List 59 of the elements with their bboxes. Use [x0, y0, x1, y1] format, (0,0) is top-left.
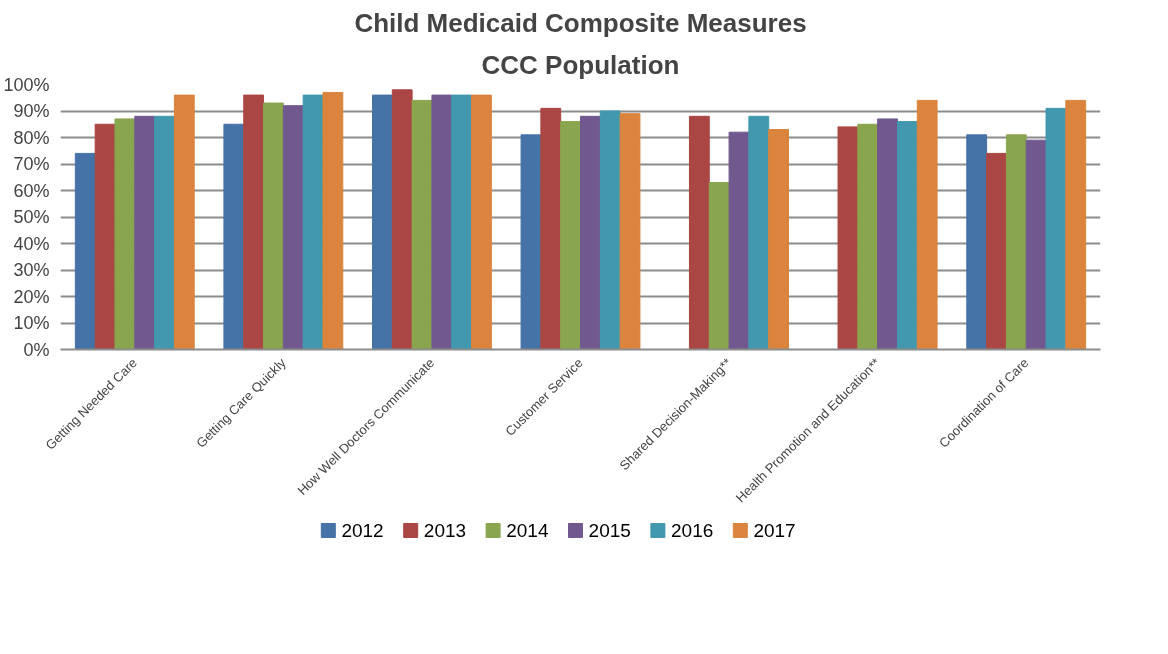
bar [372, 94, 393, 350]
bar [540, 107, 562, 350]
bar [1025, 139, 1047, 350]
bar [728, 131, 750, 350]
y-tick-label: 40% [13, 233, 50, 254]
y-tick-label: 100% [3, 74, 50, 95]
bar [837, 126, 859, 350]
bar [1065, 99, 1087, 350]
bar [688, 115, 710, 350]
legend-label: 2015 [588, 520, 631, 541]
bar [451, 94, 473, 350]
bar [154, 115, 175, 350]
bar [223, 123, 245, 350]
bar [263, 102, 284, 350]
bar [520, 134, 542, 350]
legend-label: 2016 [671, 520, 714, 541]
legend-label: 2014 [506, 520, 549, 541]
bar [471, 94, 492, 350]
legend-label: 2017 [753, 520, 796, 541]
y-tick-label: 0% [23, 339, 50, 360]
y-tick-label: 10% [13, 313, 50, 333]
y-tick-label: 60% [13, 180, 50, 201]
bar [74, 152, 96, 350]
legend-label: 2013 [423, 520, 467, 541]
bar [173, 94, 195, 350]
bar [243, 94, 265, 350]
y-tick-label: 30% [13, 260, 50, 280]
bar [916, 99, 938, 350]
bar [896, 121, 918, 350]
y-tick-label: 70% [13, 154, 50, 174]
legend-label: 2012 [341, 520, 384, 541]
bar [302, 94, 324, 350]
bar [768, 129, 789, 350]
bar [619, 113, 641, 350]
bar [580, 115, 601, 350]
chart-title: Child Medicaid Composite Measures [354, 7, 807, 38]
bar [560, 121, 581, 350]
bar [599, 110, 621, 350]
bar [282, 105, 304, 350]
bar [708, 182, 730, 350]
bar [986, 152, 1007, 350]
y-tick-label: 20% [13, 286, 50, 307]
y-tick-label: 50% [13, 207, 50, 227]
bar [857, 123, 879, 350]
bar [391, 89, 413, 350]
y-tick-label: 90% [13, 101, 50, 121]
bar [966, 134, 988, 350]
bar [1045, 107, 1067, 350]
bar [1005, 134, 1027, 350]
bar [411, 99, 433, 350]
bar [431, 94, 453, 350]
bar [322, 91, 344, 350]
chart-subtitle: CCC Population [481, 49, 680, 80]
bar [877, 118, 898, 350]
bar [134, 115, 156, 350]
y-tick-label: 80% [13, 127, 50, 148]
bar [114, 118, 136, 350]
bar [748, 115, 770, 350]
bar [94, 123, 116, 350]
